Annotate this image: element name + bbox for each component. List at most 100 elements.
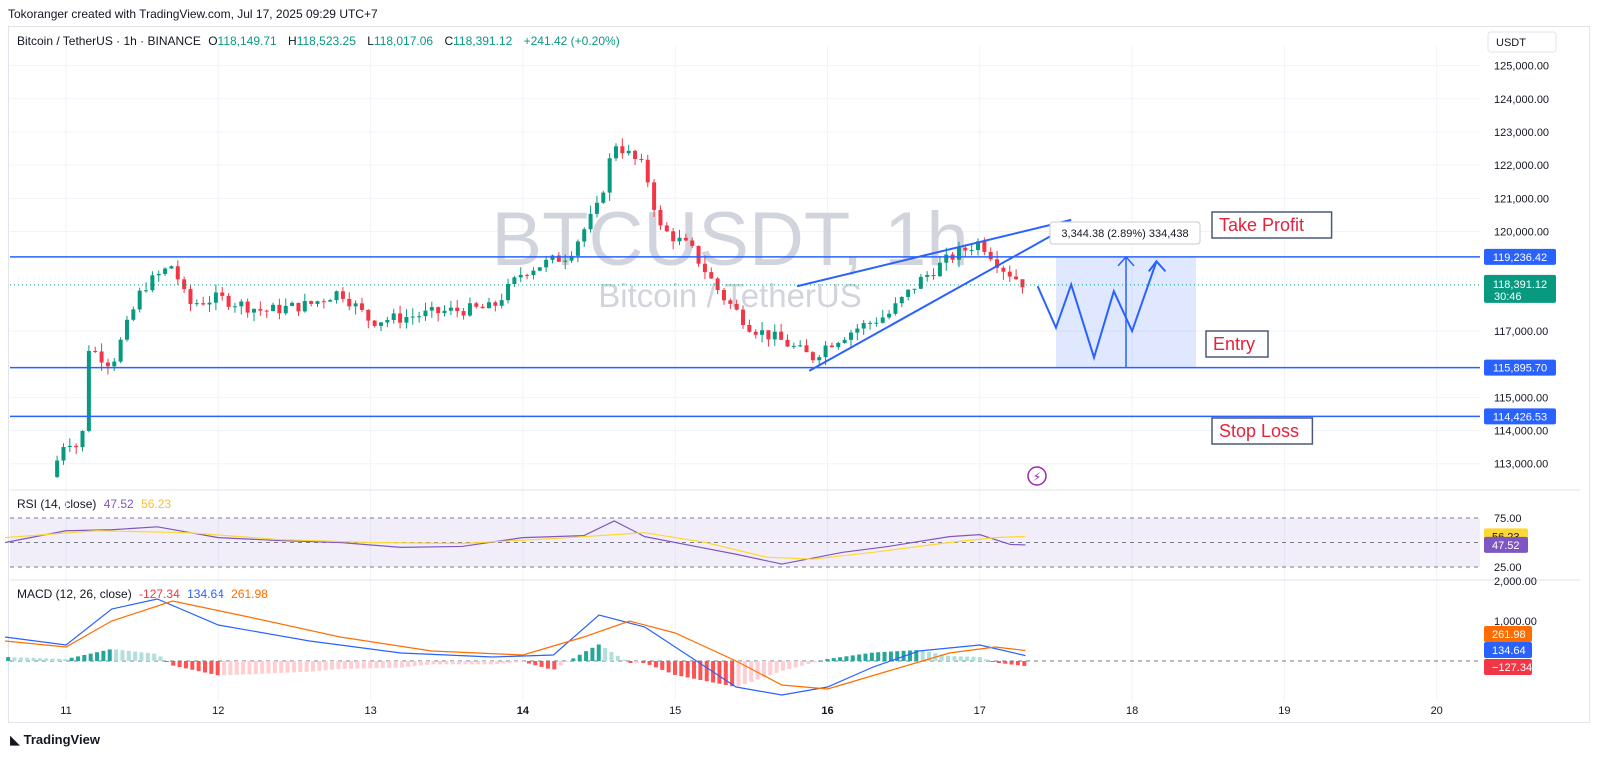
macd-title[interactable]: MACD (12, 26, close) (17, 587, 132, 601)
candle-body (823, 345, 828, 358)
macd-histogram-bar (825, 659, 830, 661)
candle-body (194, 303, 199, 305)
macd-histogram-bar (342, 661, 347, 669)
annotation-take-profit: Take Profit (1219, 215, 1304, 235)
macd-histogram-bar (577, 654, 582, 661)
candle-body (569, 255, 574, 261)
y-tick-label: 121,000.00 (1494, 193, 1549, 205)
macd-histogram-bar (260, 661, 265, 674)
macd-histogram-bar (749, 661, 754, 682)
candle-body (74, 445, 79, 448)
candle-body (988, 251, 993, 260)
macd-histogram-bar (368, 661, 373, 669)
macd-histogram-bar (330, 661, 335, 670)
candle-body (372, 320, 377, 326)
macd-histogram-bar (793, 661, 798, 668)
macd-histogram-bar (666, 661, 671, 673)
candle-body (417, 316, 422, 318)
candle-body (67, 445, 72, 448)
legend-l-label: L (367, 34, 374, 48)
candle-body (245, 301, 250, 313)
candle-body (512, 277, 517, 284)
rsi-badge-bg (1484, 536, 1528, 553)
macd-histogram-bar (437, 661, 442, 665)
rsi-title[interactable]: RSI (14, close) (17, 497, 97, 511)
macd-histogram-bar (431, 661, 436, 665)
x-tick-label: 19 (1278, 705, 1290, 717)
macd-histogram-bar (317, 661, 322, 671)
candle-body (766, 330, 771, 340)
macd-histogram-bar (730, 661, 735, 687)
candle-body (741, 309, 746, 325)
candle-body (283, 305, 288, 314)
legend-open: 118,149.71 (217, 34, 277, 48)
legend-close: 118,391.12 (453, 34, 513, 48)
candle-body (868, 322, 873, 324)
candle-body (956, 247, 961, 260)
candle-body (912, 288, 917, 290)
logo-text: TradingView (23, 732, 100, 747)
macd-histogram-bar (704, 661, 709, 682)
x-tick-label: 17 (974, 705, 986, 717)
candle-body (334, 291, 339, 301)
macd-histogram-bar (850, 655, 855, 661)
macd-histogram-bar (228, 661, 233, 675)
candle-body (861, 323, 866, 329)
candle-body (467, 303, 472, 316)
candle-body (290, 302, 295, 306)
candle-body (645, 159, 650, 183)
macd-histogram-bar (126, 650, 131, 661)
macd-histogram-bar (603, 648, 608, 661)
rsi-ma-value: 56.23 (141, 497, 172, 511)
macd-histogram-bar (374, 661, 379, 669)
macd-histogram-bar (914, 650, 919, 661)
rsi-legend: RSI (14, close) 47.52 56.23 (17, 497, 175, 511)
macd-histogram-bar (539, 661, 544, 667)
annotation-stop-loss-box (1211, 417, 1314, 445)
candle-body (258, 308, 263, 311)
tradingview-logo[interactable]: ◣ TradingView (10, 732, 100, 748)
candle-body (855, 328, 860, 333)
macd-histogram-bar (101, 650, 106, 661)
macd-hist-value: -127.34 (139, 587, 180, 601)
last-price-badge (1484, 274, 1556, 303)
candle-body (366, 309, 371, 321)
candle-body (226, 295, 231, 307)
macd-histogram-bar (44, 658, 49, 661)
candle-body (715, 278, 720, 291)
candle-body (353, 303, 358, 307)
legend-c-label: C (444, 34, 454, 48)
macd-histogram-bar (558, 661, 563, 666)
macd-histogram-bar (63, 658, 68, 661)
macd-histogram-bar (253, 661, 258, 675)
candle-body (696, 245, 701, 264)
level-label: 119,236.42 (1493, 252, 1547, 264)
candle-body (93, 350, 98, 352)
measure-tooltip-bg (1049, 221, 1201, 245)
candle-body (709, 272, 714, 279)
macd-histogram-bar (291, 661, 296, 673)
legend-symbol[interactable]: Bitcoin / TetherUS · 1h · BINANCE (17, 34, 201, 48)
macd-histogram-bar (95, 652, 100, 661)
x-tick-label: 14 (517, 705, 530, 717)
candle-body (232, 306, 237, 308)
macd-histogram-bar (838, 657, 843, 661)
macd-histogram-bar (958, 656, 963, 661)
macd-histogram-bar (660, 661, 665, 670)
candle-body (550, 255, 555, 260)
candle-body (105, 362, 110, 367)
macd-histogram-bar (25, 657, 30, 661)
macd-signal-value: 261.98 (231, 587, 268, 601)
macd-histogram-bar (1022, 661, 1027, 666)
candle-body (753, 331, 758, 335)
candle-body (201, 303, 206, 305)
macd-histogram-bar (869, 652, 874, 661)
candle-body (614, 146, 619, 159)
candle-body (798, 345, 803, 347)
candle-body (169, 266, 174, 269)
macd-histogram-bar (768, 661, 773, 676)
candle-body (721, 290, 726, 301)
candle-body (1014, 276, 1019, 280)
macd-histogram-bar (641, 661, 646, 663)
